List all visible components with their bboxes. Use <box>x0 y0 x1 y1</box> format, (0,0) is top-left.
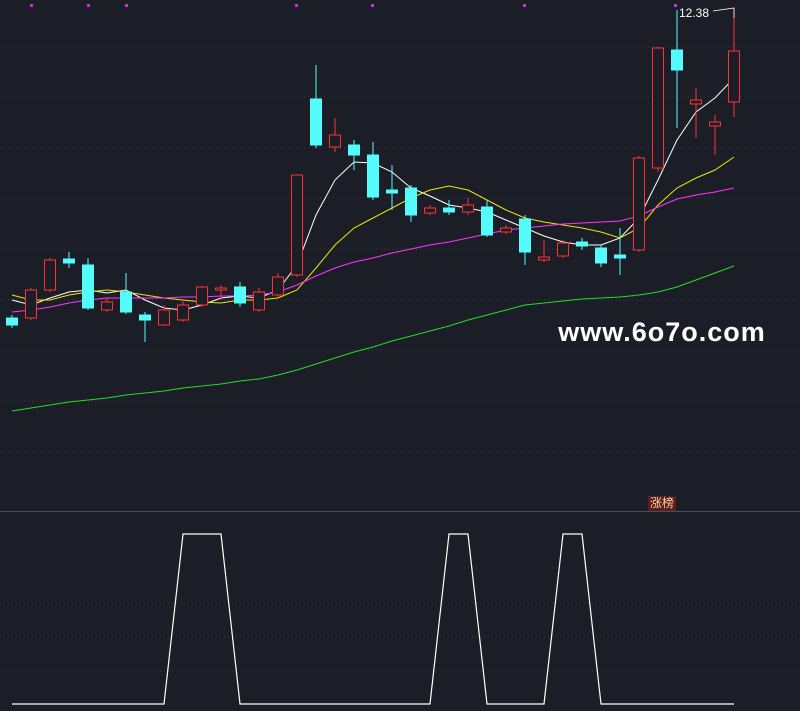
candle-body <box>462 204 474 213</box>
candle-body <box>139 314 151 321</box>
candle-body <box>652 47 664 169</box>
candle-body <box>310 98 322 146</box>
grid <box>0 46 800 672</box>
candle-body <box>348 144 360 156</box>
candle-body <box>728 50 740 103</box>
candle-body <box>386 189 398 194</box>
candle-body <box>158 309 170 326</box>
high-label: 12.38 <box>679 6 709 20</box>
candle-body <box>6 317 18 326</box>
candle-body <box>557 242 569 257</box>
candle-body <box>595 247 607 264</box>
candle-body <box>82 264 94 309</box>
high-pointer <box>712 7 735 18</box>
candle-body <box>44 259 56 291</box>
candle-body <box>443 207 455 213</box>
candle-body <box>177 304 189 321</box>
ma-line <box>11 156 735 304</box>
marker <box>87 4 90 7</box>
candle-body <box>671 49 683 71</box>
tag-box <box>648 496 676 511</box>
marker <box>295 4 298 7</box>
plot <box>6 7 740 705</box>
candle-body <box>633 157 645 251</box>
marker <box>674 4 677 7</box>
candle-body <box>234 286 246 304</box>
candle-body <box>196 286 208 306</box>
marker <box>30 4 33 7</box>
candle-body <box>424 207 436 214</box>
indicator-line <box>12 533 734 705</box>
candle-body <box>614 254 626 259</box>
top-markers <box>30 4 677 7</box>
candle-body <box>63 258 75 264</box>
candle-body <box>272 276 284 296</box>
candle-body <box>329 134 341 148</box>
marker <box>523 4 526 7</box>
candle-body <box>405 187 417 216</box>
tag-label: 涨榜 <box>650 495 674 510</box>
candle-body <box>253 291 265 311</box>
candle-body <box>101 301 113 311</box>
watermark: www.6o7o.com <box>557 317 766 347</box>
candle-body <box>690 99 702 105</box>
candle-body <box>215 287 227 291</box>
ma-line <box>11 187 735 313</box>
candle-body <box>709 121 721 127</box>
candle-body <box>481 206 493 236</box>
ma-line <box>11 265 735 412</box>
candle-body <box>291 174 303 276</box>
candle-body <box>576 241 588 247</box>
marker <box>125 4 128 7</box>
candle-body <box>367 154 379 198</box>
candle-body <box>25 289 37 319</box>
marker <box>371 4 374 7</box>
candle-body <box>538 256 550 261</box>
candle-body <box>120 291 132 313</box>
candle-body <box>500 227 512 233</box>
candle-body <box>519 218 531 253</box>
